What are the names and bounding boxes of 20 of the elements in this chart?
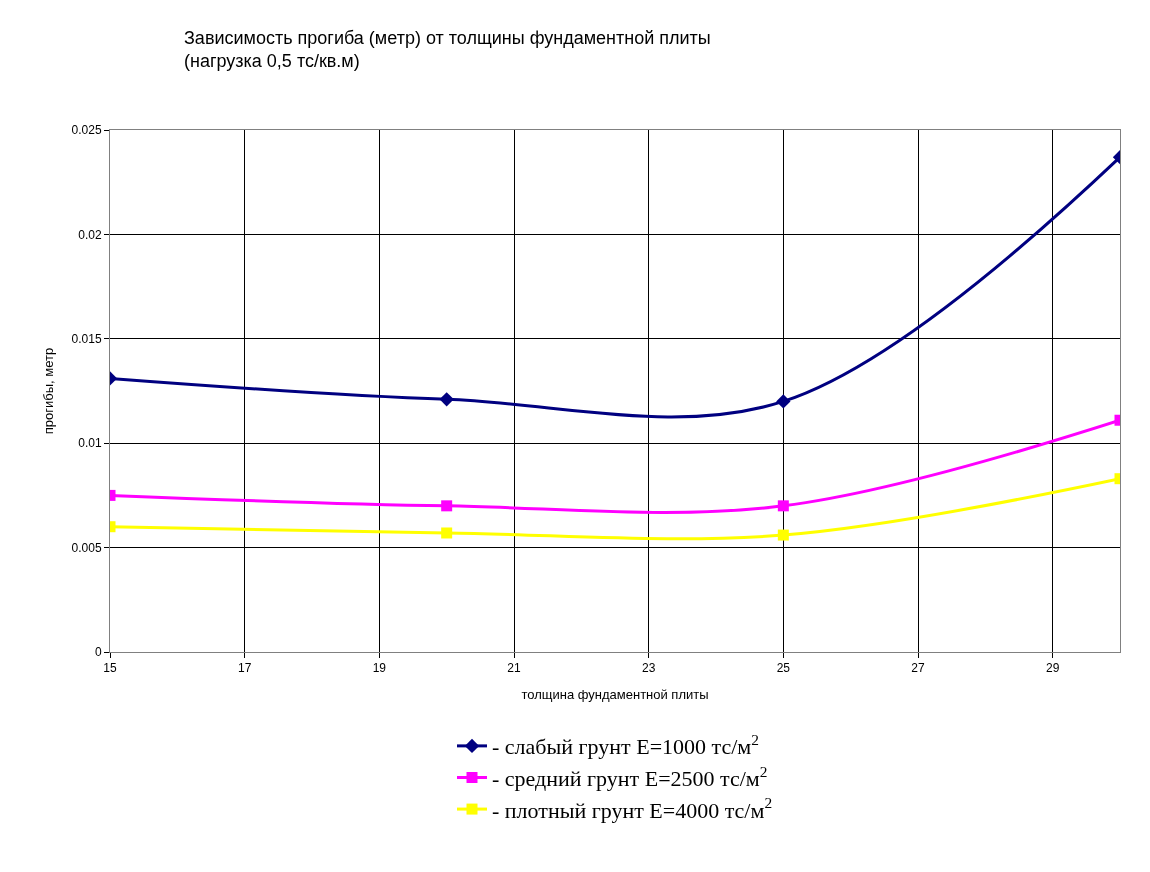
x-axis-title: толщина фундаментной плиты	[521, 687, 709, 702]
y-tick-label: 0.01	[78, 436, 102, 451]
legend-label: - слабый грунт E=1000 тс/м$^{2}$	[492, 731, 759, 760]
x-tick-label: 15	[103, 661, 117, 676]
y-tick-label: 0	[94, 645, 102, 660]
y-tick-label: 0.025	[71, 123, 102, 138]
x-tick-label: 17	[237, 661, 252, 676]
x-tick-label: 25	[776, 661, 791, 676]
y-tick-label: 0.02	[78, 227, 102, 242]
x-tick-label: 27	[911, 661, 925, 676]
y-tick-label: 0.005	[71, 540, 102, 555]
x-tick-label: 23	[641, 661, 656, 676]
x-tick-label: 21	[507, 661, 521, 676]
x-tick-label: 29	[1045, 661, 1060, 676]
y-axis-title: прогибы, метр	[40, 347, 56, 435]
x-tick-label: 19	[372, 661, 387, 676]
legend-label: - средний грунт E=2500 тс/м$^{2}$	[492, 762, 768, 792]
chart-title: Зависимость прогиба (метр) от толщины фундаментной плиты (нагрузка 0,5 тс/кв.м)	[184, 27, 711, 71]
legend-label: - плотный грунт E=4000 тс/м$^{2}$	[492, 794, 773, 823]
y-tick-label: 0.015	[71, 332, 102, 346]
